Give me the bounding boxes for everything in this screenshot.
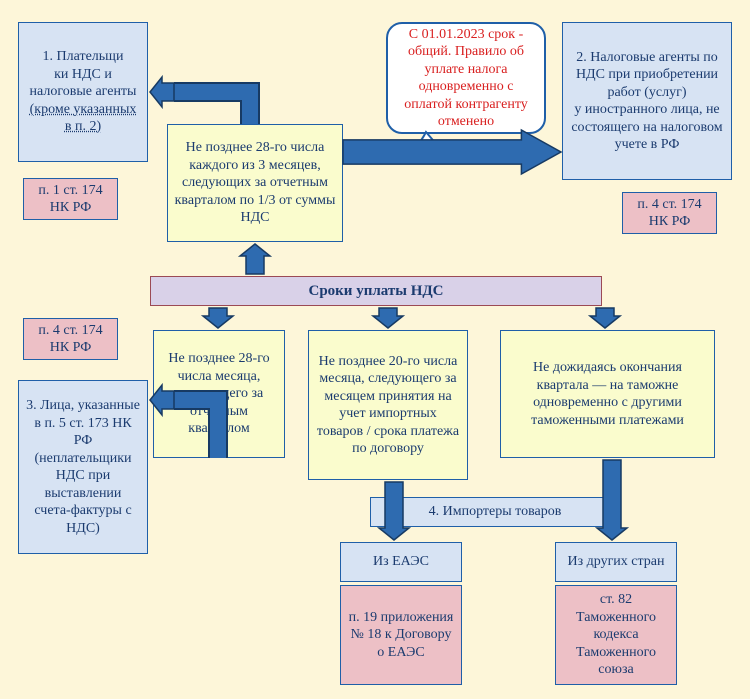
box-ref3: п. 4 ст. 174 НК РФ	[23, 318, 118, 360]
box-ref4: п. 19 приложения № 18 к Договору о ЕАЭС	[340, 585, 462, 685]
box-rule3: Не позднее 20-го числа месяца, следующег…	[308, 330, 468, 480]
box-box3: 3. Лица, указанные в п. 5 ст. 173 НК РФ …	[18, 380, 148, 554]
box-ref5: ст. 82 Таможенного кодекса Таможенного с…	[555, 585, 677, 685]
box-box4: 4. Импортеры товаров	[370, 497, 620, 527]
box-rule4: Не дожидаясь окончания квартала — на там…	[500, 330, 715, 458]
box-box2: 2. Налоговые агенты по НДС при приобрете…	[562, 22, 732, 180]
box-eaes: Из ЕАЭС	[340, 542, 462, 582]
box-title: Сроки уплаты НДС	[150, 276, 602, 306]
box-box1: 1. Плательщи ки НДС и налоговые агенты (…	[18, 22, 148, 162]
box-other: Из других стран	[555, 542, 677, 582]
callout-note: С 01.01.2023 срок - общий. Правило об уп…	[386, 22, 546, 134]
box-rule2: Не позднее 28-го числа месяца, следующег…	[153, 330, 285, 458]
box-rule1: Не позднее 28-го числа каждого из 3 меся…	[167, 124, 343, 242]
box-ref1: п. 1 ст. 174 НК РФ	[23, 178, 118, 220]
box-ref2: п. 4 ст. 174 НК РФ	[622, 192, 717, 234]
